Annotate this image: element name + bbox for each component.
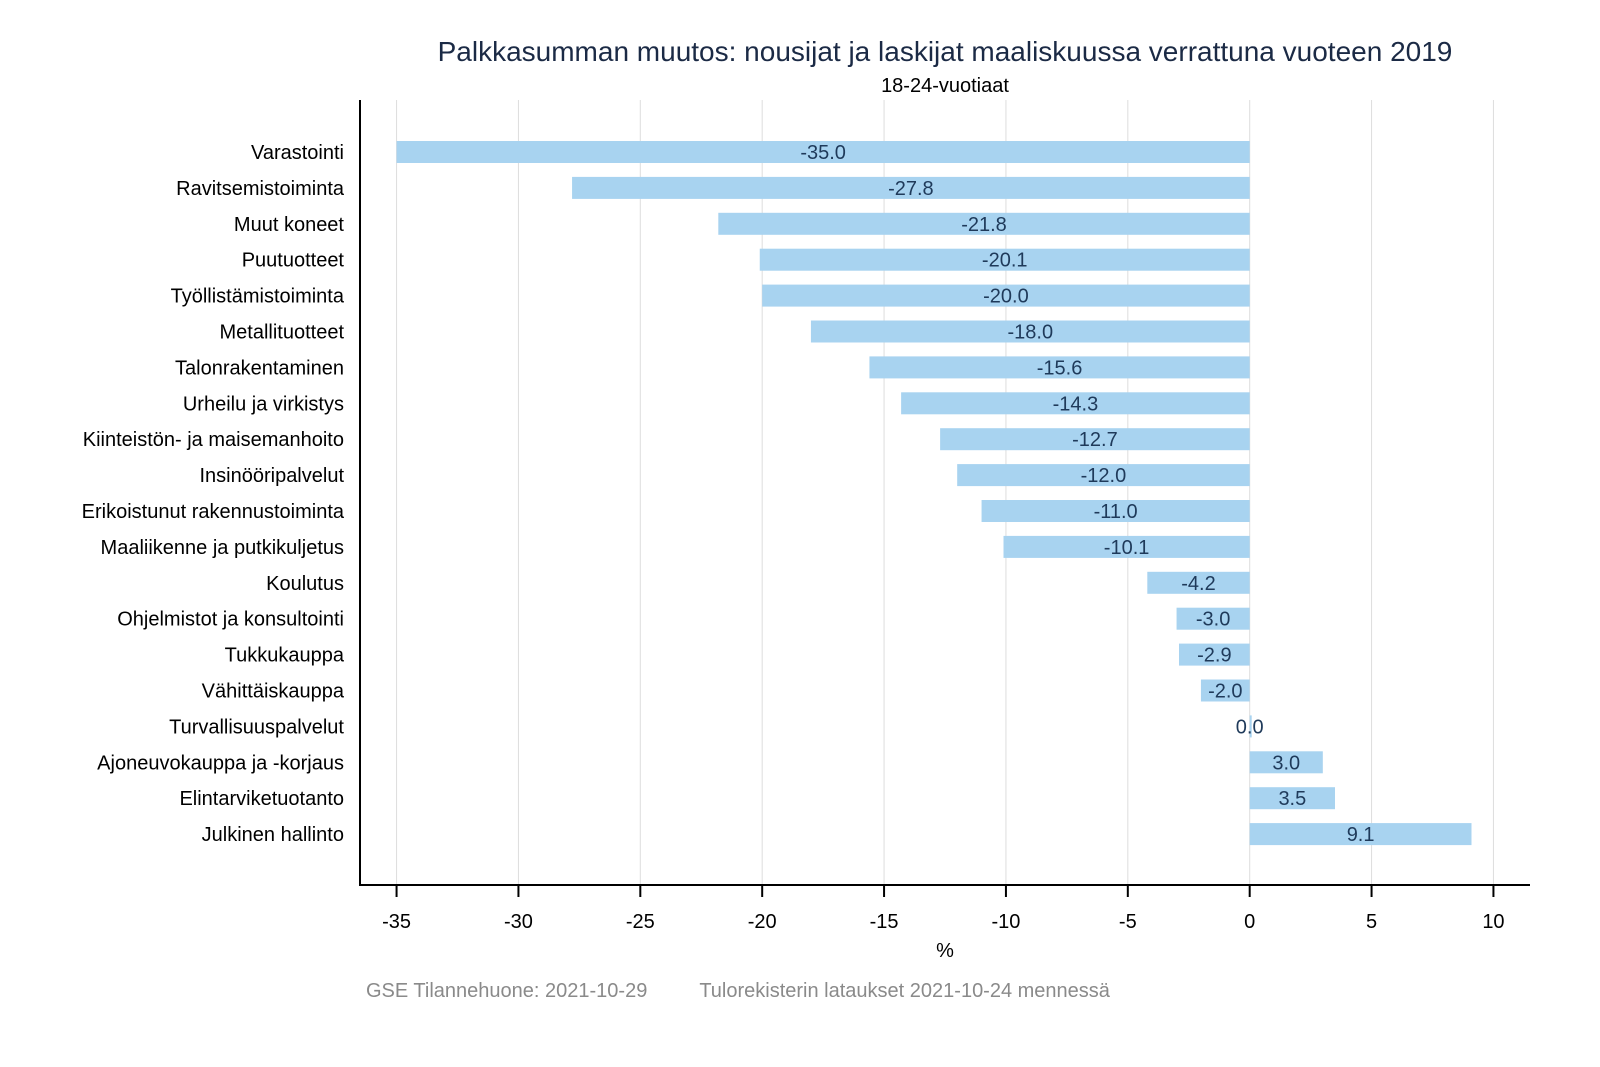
chart-subtitle: 18-24-vuotiaat <box>881 75 1009 97</box>
category-label: Erikoistunut rakennustoiminta <box>82 501 345 523</box>
bar <box>981 500 1250 522</box>
bar <box>396 141 1250 163</box>
category-label: Talonrakentaminen <box>175 357 344 379</box>
bar <box>940 428 1250 451</box>
category-label: Julkinen hallinto <box>202 824 344 846</box>
category-label: Turvallisuuspalvelut <box>169 716 344 738</box>
bar <box>957 464 1250 487</box>
category-label: Ohjelmistot ja konsultointi <box>117 609 344 631</box>
bar <box>810 320 1250 343</box>
bar <box>1249 823 1472 846</box>
category-label: Tukkukauppa <box>225 645 345 667</box>
bar <box>762 284 1250 307</box>
category-label: Elintarviketuotanto <box>179 788 344 810</box>
data-label: -10.1 <box>1104 537 1150 559</box>
bar <box>1200 679 1250 702</box>
x-tick-label: 5 <box>1366 911 1377 933</box>
bar <box>1176 607 1250 630</box>
category-label: Muut koneet <box>234 214 345 236</box>
category-label: Maaliikenne ja putkikuljetus <box>101 537 344 559</box>
bar <box>1249 787 1335 810</box>
category-label: Ajoneuvokauppa ja -korjaus <box>97 752 344 774</box>
x-tick-label: 0 <box>1244 911 1255 933</box>
category-label: Urheilu ja virkistys <box>183 393 344 415</box>
bar <box>759 248 1250 271</box>
data-label: -4.2 <box>1181 573 1215 595</box>
data-label: 0.0 <box>1236 716 1264 738</box>
data-label: 3.0 <box>1272 752 1300 774</box>
footer: GSE Tilannehuone: 2021-10-29 Tulorekister… <box>366 980 1162 1003</box>
data-label: -21.8 <box>961 214 1007 236</box>
x-tick-label: -10 <box>991 911 1020 933</box>
category-label: Metallituotteet <box>219 322 344 344</box>
category-label: Kiinteistön- ja maisemanhoito <box>83 429 344 451</box>
data-label: -20.1 <box>982 250 1028 272</box>
footer-source: GSE Tilannehuone: 2021-10-29 <box>366 980 648 1002</box>
data-label: -14.3 <box>1053 393 1099 415</box>
chart-title: Palkkasumman muutos: nousijat ja laskija… <box>437 36 1453 67</box>
category-label: Vähittäiskauppa <box>202 681 345 703</box>
category-label: Työllistämistoiminta <box>171 286 345 308</box>
bar <box>1249 751 1323 774</box>
data-label: -3.0 <box>1196 609 1230 631</box>
bar <box>1179 643 1250 666</box>
category-label: Ravitsemistoiminta <box>176 178 345 200</box>
x-tick-label: -20 <box>748 911 777 933</box>
data-label: 3.5 <box>1278 788 1306 810</box>
bar <box>1147 571 1250 594</box>
bar <box>718 212 1250 235</box>
data-label: -2.0 <box>1208 681 1242 703</box>
data-label: -12.0 <box>1081 465 1127 487</box>
category-label: Insinööripalvelut <box>199 465 344 487</box>
category-label: Varastointi <box>251 142 344 164</box>
x-tick-label: -25 <box>626 911 655 933</box>
bar <box>1003 535 1250 558</box>
data-label: -15.6 <box>1037 357 1083 379</box>
category-label: Puutuotteet <box>242 250 345 272</box>
data-label: -12.7 <box>1072 429 1118 451</box>
category-label: Koulutus <box>266 573 344 595</box>
bar <box>869 356 1250 379</box>
footer-note: Tulorekisterin lataukset 2021-10-24 menn… <box>699 980 1110 1002</box>
x-tick-label: -35 <box>382 911 411 933</box>
bar <box>572 176 1250 199</box>
bar <box>901 392 1250 415</box>
x-tick-label: 10 <box>1482 911 1504 933</box>
data-label: -35.0 <box>800 142 846 164</box>
x-tick-label: -30 <box>504 911 533 933</box>
data-label: -27.8 <box>888 178 934 200</box>
data-label: -20.0 <box>983 286 1029 308</box>
data-label: -2.9 <box>1197 645 1231 667</box>
data-label: -18.0 <box>1008 322 1054 344</box>
bar <box>1249 715 1252 738</box>
x-tick-label: -15 <box>870 911 899 933</box>
data-label: 9.1 <box>1347 824 1375 846</box>
x-tick-label: -5 <box>1119 911 1137 933</box>
data-label: -11.0 <box>1094 501 1138 523</box>
x-axis-label: % <box>936 940 954 962</box>
